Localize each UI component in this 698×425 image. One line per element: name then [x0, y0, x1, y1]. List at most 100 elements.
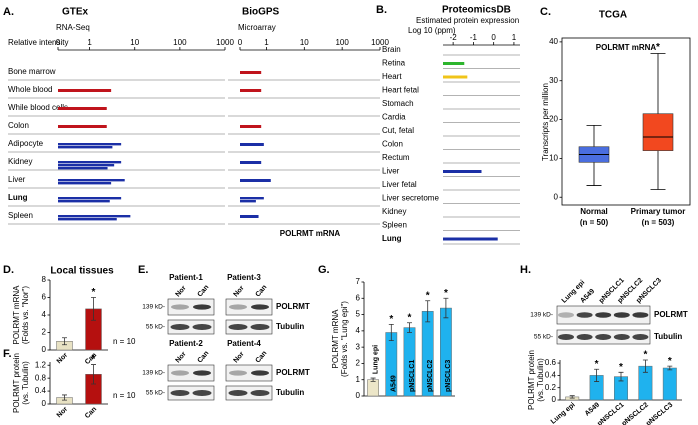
blot-band: [250, 390, 270, 396]
bar: [58, 197, 122, 200]
category-label: Cut, fetal: [382, 126, 414, 135]
y-tick-label: 0: [554, 192, 559, 201]
protein-label: Tubulin: [276, 322, 304, 331]
protein-label: POLRMT: [276, 302, 310, 311]
annotation: *: [643, 350, 647, 361]
patient-label: Patient-2: [169, 339, 203, 348]
blot-band: [251, 304, 269, 310]
x-tick-label: 1: [512, 33, 517, 42]
bar: [240, 89, 262, 92]
category-label: Cardia: [382, 113, 406, 122]
error-bar: [62, 337, 67, 346]
annotation: *: [92, 287, 96, 298]
marker-label: 139 kD-: [530, 312, 553, 319]
category-label: Kidney: [8, 157, 32, 166]
panel-label: E.: [138, 264, 148, 276]
protein-label: Tubulin: [276, 388, 304, 397]
chart-subtitle: Estimated protein expression: [416, 16, 519, 25]
y-tick-label: 0.2: [545, 383, 557, 392]
blot-band: [595, 312, 612, 318]
protein-label: Tubulin: [654, 332, 682, 341]
blot-band: [613, 312, 630, 318]
lane-label: Nor: [233, 351, 246, 365]
blot-band: [229, 304, 247, 310]
blot-band: [632, 334, 649, 340]
y-tick-label: 0.6: [545, 358, 557, 367]
panel-label: F.: [3, 348, 12, 360]
error-bar: [62, 394, 67, 401]
x-tick-sublabel: (n = 50): [580, 218, 609, 227]
y-tick-label: 1: [356, 375, 361, 384]
lane-label: Can: [197, 284, 211, 299]
panel-label: B.: [376, 4, 387, 16]
bar: [240, 197, 264, 200]
chart-title: BioGPS: [242, 7, 280, 18]
blot-band: [193, 370, 211, 376]
bar: [662, 367, 677, 401]
blot-band: [193, 304, 211, 310]
x-tick-label: 10: [300, 38, 309, 47]
blot-band: [250, 324, 270, 330]
lane-label: Can: [197, 350, 211, 365]
y-axis-label: POLRMT mRNA: [331, 309, 340, 369]
y-axis-label: POLRMT protein: [527, 350, 536, 410]
bar: [367, 379, 379, 397]
y-axis-label: POLRMT protein: [12, 353, 21, 413]
panel-label: H.: [520, 264, 531, 276]
blot-band: [228, 324, 248, 330]
chart-title: TCGA: [599, 10, 627, 21]
y-tick-label: 1.2: [35, 360, 47, 369]
x-tick-label: 0: [56, 38, 61, 47]
x-tick-label: pNSCLC2: [427, 360, 434, 392]
blot-band: [170, 324, 190, 330]
y-tick-label: 0.4: [35, 386, 47, 395]
blot-band: [251, 370, 269, 376]
x-tick-label: -2: [450, 33, 458, 42]
chart-subtitle: Microarray: [238, 23, 276, 32]
bar: [58, 182, 112, 185]
bar: [240, 143, 264, 146]
x-tick-label: Nor: [56, 406, 70, 420]
lane-label: Nor: [175, 285, 188, 299]
lane-label: Can: [255, 284, 269, 299]
y-tick-label: 5: [356, 310, 361, 319]
lane-label: Can: [255, 350, 269, 365]
y-axis-label: (Folds vs. "Nor"): [21, 286, 30, 344]
marker-label: 139 kD-: [142, 370, 165, 377]
x-tick-label: pNSCLC3: [645, 402, 674, 425]
category-label: Liver: [8, 175, 26, 184]
x-tick-label: 1: [264, 38, 269, 47]
annotation: *: [595, 359, 599, 370]
x-tick-label: 1: [87, 38, 92, 47]
error-bar: [443, 297, 449, 319]
x-tick-label: 1000: [371, 38, 389, 47]
blot-frame: [167, 385, 215, 401]
x-tick-label: 0: [491, 33, 496, 42]
bar: [58, 200, 110, 203]
category-label: Whole blood: [8, 85, 52, 94]
category-label: Heart fetal: [382, 86, 419, 95]
y-tick-label: 4: [356, 326, 361, 335]
blot-frame: [167, 364, 215, 382]
chart-title: GTEx: [62, 7, 89, 18]
y-tick-label: 7: [356, 277, 361, 286]
note: n = 10: [113, 337, 136, 346]
protein-label: POLRMT: [276, 368, 310, 377]
plot-frame: [561, 37, 691, 206]
bar: [58, 167, 108, 170]
x-tick-label: 0: [238, 38, 243, 47]
x-tick-label: 10: [130, 38, 139, 47]
blot-band: [613, 334, 630, 340]
box: [642, 113, 674, 151]
x-tick-label: 100: [173, 38, 187, 47]
category-label: While blood cells: [8, 103, 68, 112]
y-tick-label: 0: [42, 399, 47, 408]
bar: [240, 215, 259, 218]
x-tick-label: Lung epi: [550, 402, 577, 425]
patient-label: Patient-4: [227, 339, 261, 348]
x-tick-label: -1: [470, 33, 478, 42]
category-label: Lung: [382, 234, 402, 243]
lane-label: Nor: [175, 351, 188, 365]
error-bar: [425, 300, 431, 323]
